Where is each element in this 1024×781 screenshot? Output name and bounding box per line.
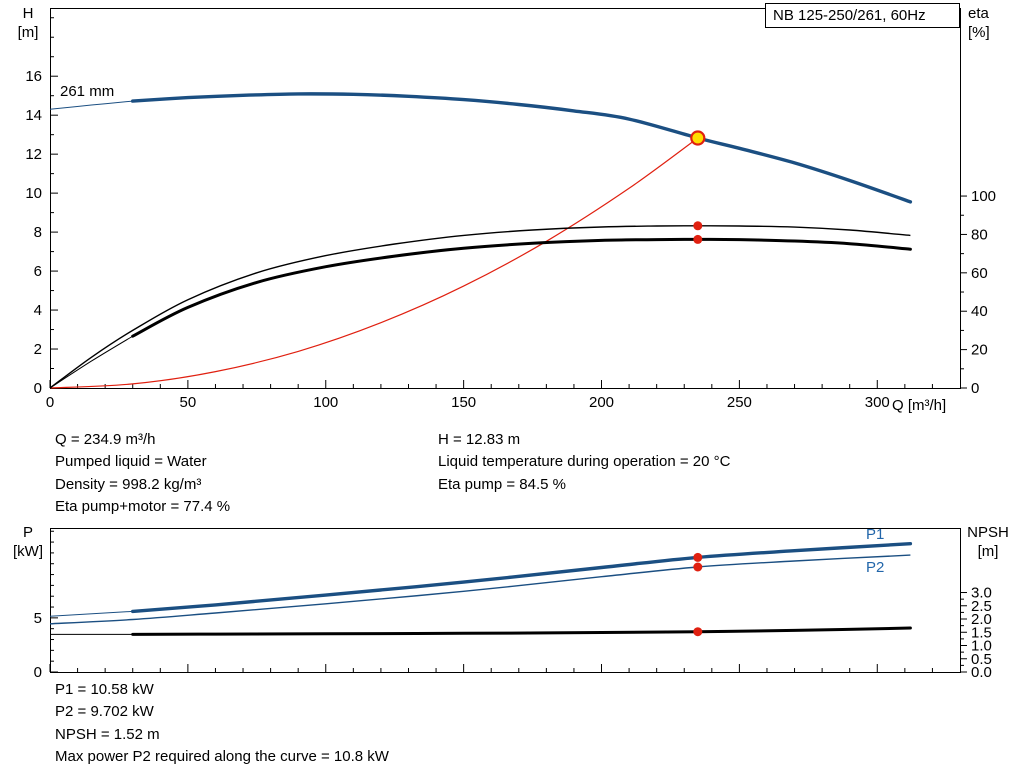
x-tick-label: 0 xyxy=(46,394,54,411)
qh-efficiency-chart-frame xyxy=(50,8,961,389)
power-npsh-chart-frame xyxy=(50,528,961,673)
y-right-tick-label: 100 xyxy=(971,188,996,205)
eta-pump-duty-dot xyxy=(693,221,703,231)
system-curve xyxy=(49,137,699,389)
eta-pump-motor-duty-dot xyxy=(693,234,703,244)
annotation-density: Density = 998.2 kg/m³ xyxy=(55,475,202,493)
annotation-p1: P1 = 10.58 kW xyxy=(55,681,154,698)
y-left-tick-label: 8 xyxy=(34,224,42,241)
h-axis-title-symbol: H xyxy=(22,5,34,22)
p2-curve xyxy=(49,554,911,625)
y-right-tick-label: 0 xyxy=(971,380,979,397)
y-left-tick-label: 0 xyxy=(34,664,42,681)
duty-point[interactable] xyxy=(690,130,706,146)
q-axis-title: Q [m³/h] xyxy=(892,397,947,414)
head-curve-261mm-lead xyxy=(49,100,133,110)
annotation-eta-pump: Eta pump = 84.5 % xyxy=(438,475,566,493)
annotation-h: H = 12.83 m xyxy=(438,431,521,448)
duty-annotations-left: Q = 234.9 m³/h Pumped liquid = Water Den… xyxy=(55,429,230,518)
duty-annotations-right: H = 12.83 m Liquid temperature during op… xyxy=(438,429,730,496)
pump-title-box: NB 125-250/261, 60Hz xyxy=(765,3,960,28)
annotation-p2: P2 = 9.702 kW xyxy=(55,703,154,721)
x-tick-label: 250 xyxy=(727,394,752,411)
annotation-max-power: Max power P2 required along the curve = … xyxy=(55,747,389,765)
p2-curve-label: P2 xyxy=(866,559,885,576)
h-axis-title-unit: [m] xyxy=(17,24,39,41)
y-left-tick-label: 0 xyxy=(34,380,42,397)
y-right-tick-label: 2.5 xyxy=(971,598,992,615)
x-tick-label: 100 xyxy=(313,394,338,411)
y-right-tick-label: 80 xyxy=(971,226,988,243)
y-right-tick-label: 40 xyxy=(971,303,988,320)
h-axis-title: H [m] xyxy=(6,4,50,42)
p-axis-title-symbol: P xyxy=(22,524,33,541)
x-tick-label: 200 xyxy=(589,394,614,411)
y-left-tick-label: 2 xyxy=(34,341,42,358)
power-npsh-chart: 0 5 0.00.51.01.52.02.53.0 xyxy=(34,528,992,681)
power-annotations: P1 = 10.58 kW P2 = 9.702 kW NPSH = 1.52 … xyxy=(55,679,389,768)
y-right-tick-label: 1.5 xyxy=(971,624,992,641)
y-left-tick-label: 4 xyxy=(34,302,42,319)
y-right-tick-label: 60 xyxy=(971,265,988,282)
y-right-tick-label: 2.0 xyxy=(971,611,992,628)
y-left-tick-label: 10 xyxy=(25,185,42,202)
p-axis-title: P [kW] xyxy=(6,523,50,561)
p1-curve-label: P1 xyxy=(866,526,885,543)
eta-pump-curve xyxy=(49,225,911,389)
y-left-tick-label: 16 xyxy=(25,68,42,85)
y-left-tick-label: 14 xyxy=(25,107,42,124)
qh-efficiency-chart: 0 50 100 150 200 250 300 0 2 4 6 8 10 12 14 16 0 20 40 60 80… xyxy=(25,8,996,411)
p2-duty-dot xyxy=(693,562,703,572)
p-axis-title-unit: [kW] xyxy=(13,543,43,560)
npsh-axis-title: NPSH [m] xyxy=(964,523,1012,561)
y-right-tick-label: 0.5 xyxy=(971,651,992,668)
y-right-tick-label: 1.0 xyxy=(971,638,992,655)
eta-pump-motor-curve xyxy=(131,237,912,338)
head-curve-261mm xyxy=(131,92,913,204)
eta-axis-title-symbol: eta xyxy=(968,5,989,22)
y-left-tick-label: 6 xyxy=(34,263,42,280)
y-right-tick-label: 0.0 xyxy=(971,664,992,681)
y-right-tick-label: 20 xyxy=(971,342,988,359)
npsh-curve xyxy=(131,626,912,636)
annotation-pumped-liquid: Pumped liquid = Water xyxy=(55,453,207,471)
annotation-npsh: NPSH = 1.52 m xyxy=(55,725,160,743)
y-right-tick-label: 3.0 xyxy=(971,585,992,602)
eta-pump-motor-curve-lead xyxy=(49,335,133,389)
npsh-duty-dot xyxy=(693,627,703,637)
annotation-q: Q = 234.9 m³/h xyxy=(55,431,156,448)
eta-axis-title: eta [%] xyxy=(968,4,1020,42)
p1-duty-dot xyxy=(693,552,703,562)
y-left-tick-label: 12 xyxy=(25,146,42,163)
y-left-tick-label: 5 xyxy=(34,610,42,627)
x-tick-label: 50 xyxy=(180,394,197,411)
annotation-liquid-temperature: Liquid temperature during operation = 20… xyxy=(438,453,731,471)
npsh-axis-title-unit: [m] xyxy=(977,543,999,560)
npsh-axis-title-symbol: NPSH xyxy=(967,524,1009,541)
p1-curve-lead xyxy=(49,610,133,617)
impeller-size-label: 261 mm xyxy=(60,83,115,100)
p1-curve xyxy=(131,542,913,614)
x-tick-label: 300 xyxy=(865,394,890,411)
x-tick-label: 150 xyxy=(451,394,476,411)
annotation-eta-pump-motor: Eta pump+motor = 77.4 % xyxy=(55,497,231,515)
eta-axis-title-unit: [%] xyxy=(968,24,990,41)
